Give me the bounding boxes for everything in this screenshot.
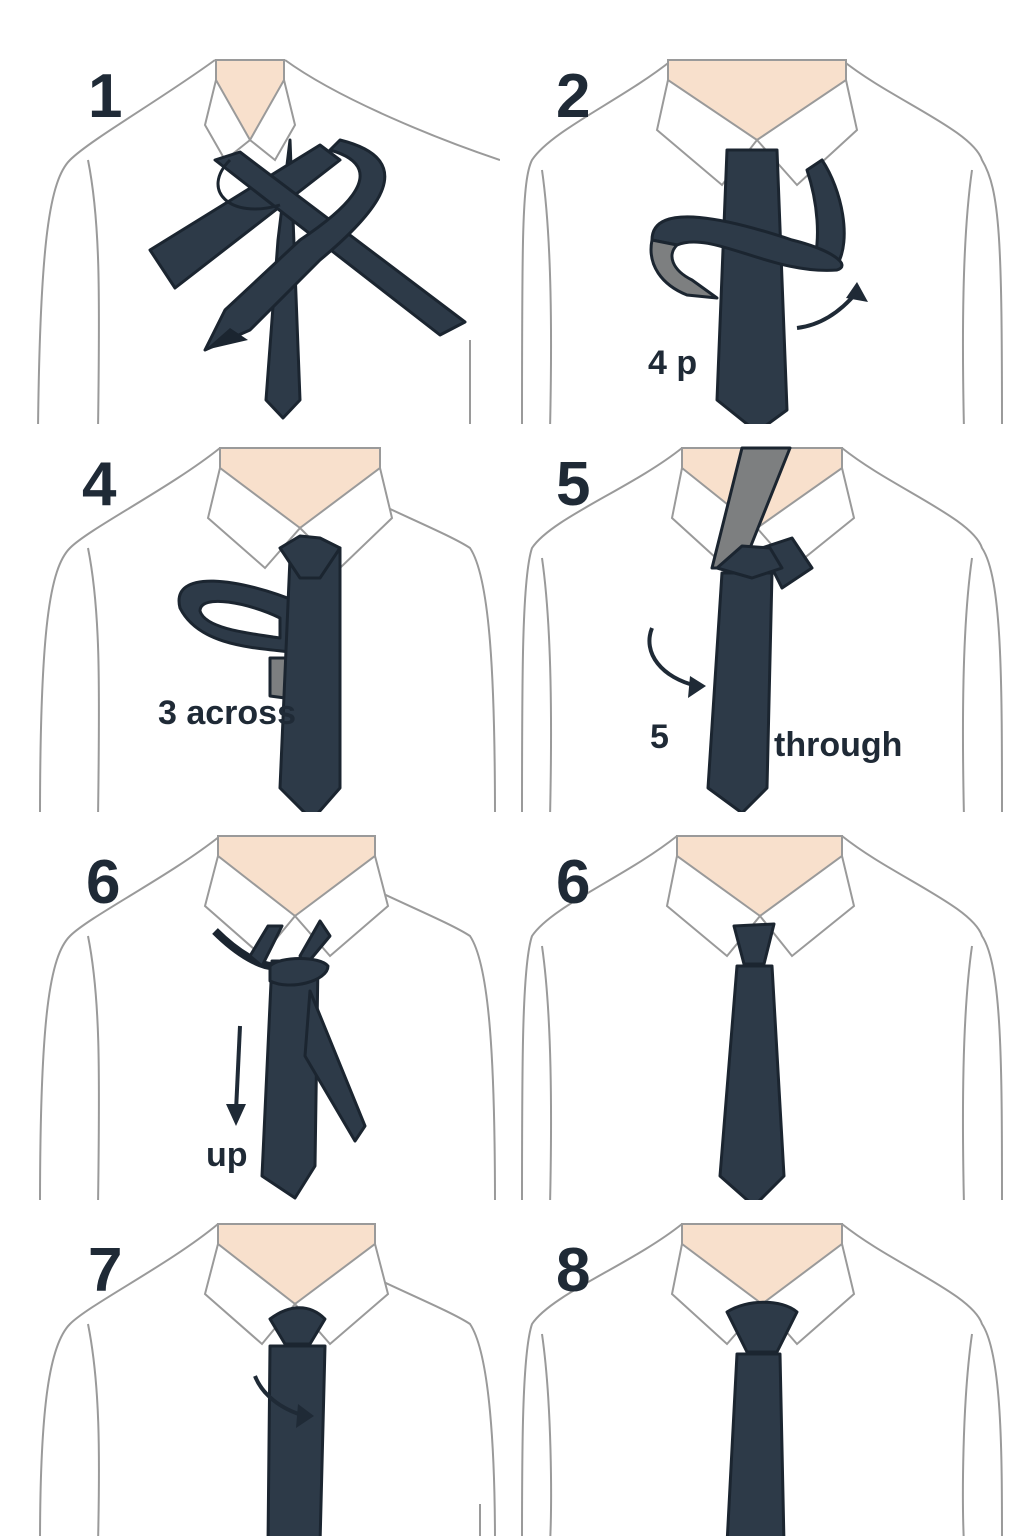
shirt-illustration	[521, 59, 1003, 424]
tie-crossing-icon	[148, 138, 467, 420]
step-number: 2	[556, 62, 591, 131]
step-panel-1: 1	[0, 40, 500, 424]
step-annotation: 5	[650, 718, 669, 756]
shirt-illustration	[39, 835, 496, 1200]
step-number: 5	[556, 450, 591, 519]
step-number: 6	[86, 848, 121, 917]
step-number: 6	[556, 848, 591, 917]
step-annotation-through: through	[774, 726, 903, 764]
step-annotation: 3 across	[158, 694, 296, 732]
step-annotation: up	[206, 1136, 248, 1174]
step-panel-8: 8	[512, 1204, 1012, 1536]
shirt-illustration	[39, 1223, 496, 1536]
shirt-illustration	[37, 59, 500, 424]
step-panel-2: 2 4 p	[512, 40, 1012, 424]
step-panel-7: 7	[0, 1204, 500, 1536]
shirt-illustration	[521, 1223, 1003, 1536]
step-number: 4	[82, 450, 117, 519]
step-panel-3: 4 3 across	[0, 428, 500, 812]
tie-wrap-icon	[649, 148, 846, 424]
shirt-illustration	[521, 446, 1003, 812]
tie-knot-icon	[212, 919, 367, 1200]
tie-finished-icon	[718, 922, 786, 1200]
step-panel-5: 6 up	[0, 816, 500, 1200]
step-annotation: 4 p	[648, 344, 698, 382]
shirt-illustration	[521, 835, 1003, 1200]
step-number: 8	[556, 1236, 591, 1305]
shirt-illustration	[39, 447, 496, 812]
step-panel-4: 5 5 through	[512, 428, 1012, 812]
step-panel-6: 6	[512, 816, 1012, 1200]
tie-final-icon	[725, 1300, 799, 1536]
step-number: 1	[88, 62, 123, 131]
tie-tighten-icon	[266, 1306, 327, 1536]
step-number: 7	[88, 1236, 123, 1305]
tie-through-icon	[706, 446, 814, 812]
tie-loop-icon	[177, 534, 342, 812]
